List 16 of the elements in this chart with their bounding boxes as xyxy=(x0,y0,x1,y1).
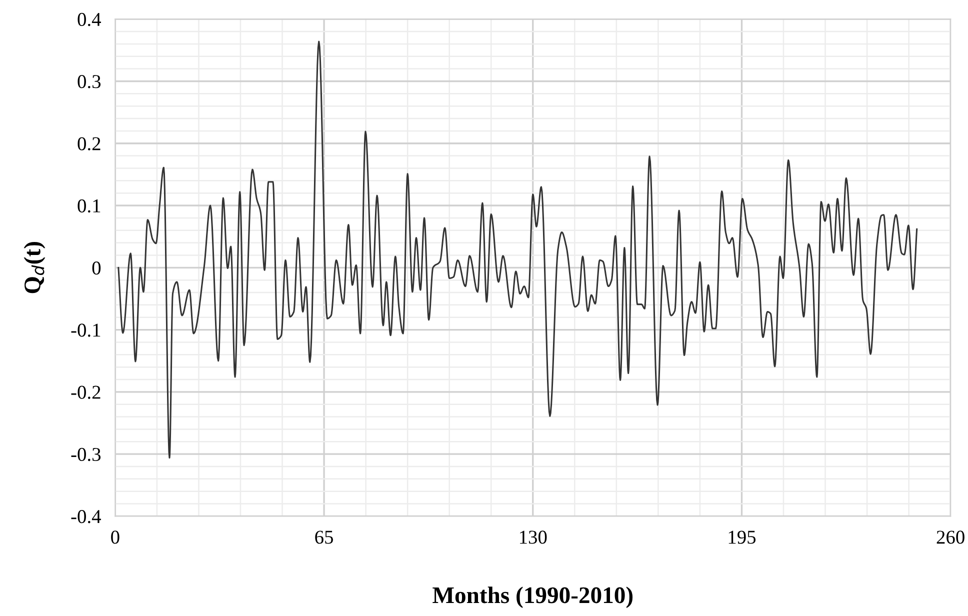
y-tick-label: -0.4 xyxy=(71,510,101,524)
y-tick-label: -0.2 xyxy=(71,386,100,399)
x-tick-label: 0 xyxy=(111,530,120,544)
x-tick-label: 195 xyxy=(728,530,756,544)
y-tick-label: -0.1 xyxy=(71,324,100,337)
x-tick-label: 260 xyxy=(936,530,964,544)
y-tick-label: 0.2 xyxy=(78,137,100,150)
y-axis-title: Q$_{d}$(t) xyxy=(24,242,46,294)
y-tick-label: 0.3 xyxy=(78,75,101,88)
y-tick-label: 0.1 xyxy=(78,199,100,213)
y-tick-label: 0.4 xyxy=(78,12,101,26)
x-tick-label: 130 xyxy=(520,530,547,544)
x-axis-title: Months (1990-2010) xyxy=(432,586,633,608)
y-tick-label: 0 xyxy=(92,261,101,275)
x-tick-label: 65 xyxy=(315,530,333,544)
y-tick-label: -0.3 xyxy=(71,448,101,462)
